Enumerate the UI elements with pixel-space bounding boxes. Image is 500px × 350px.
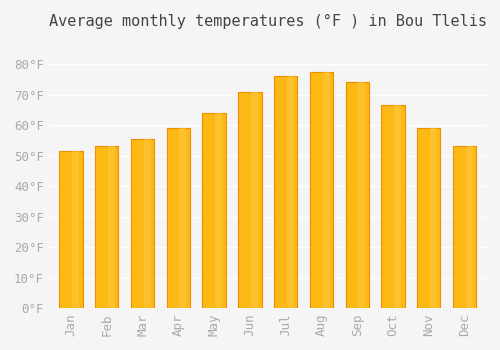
Bar [274,76,297,308]
Bar [430,128,437,308]
Bar [251,92,258,308]
Bar [382,105,404,308]
Bar [216,113,222,308]
Bar [346,83,369,308]
Bar [453,147,476,308]
Bar [131,139,154,308]
Bar [322,72,330,308]
Bar [417,128,440,308]
Bar [95,147,118,308]
Bar [394,105,401,308]
Bar [180,128,186,308]
Bar [108,147,115,308]
Title: Average monthly temperatures (°F ) in Bou Tlelis: Average monthly temperatures (°F ) in Bo… [49,14,487,29]
Bar [287,76,294,308]
Bar [358,83,366,308]
Bar [466,147,473,308]
Bar [238,92,262,308]
Bar [202,113,226,308]
Bar [72,151,79,308]
Bar [60,151,82,308]
Bar [144,139,150,308]
Bar [310,72,333,308]
Bar [166,128,190,308]
